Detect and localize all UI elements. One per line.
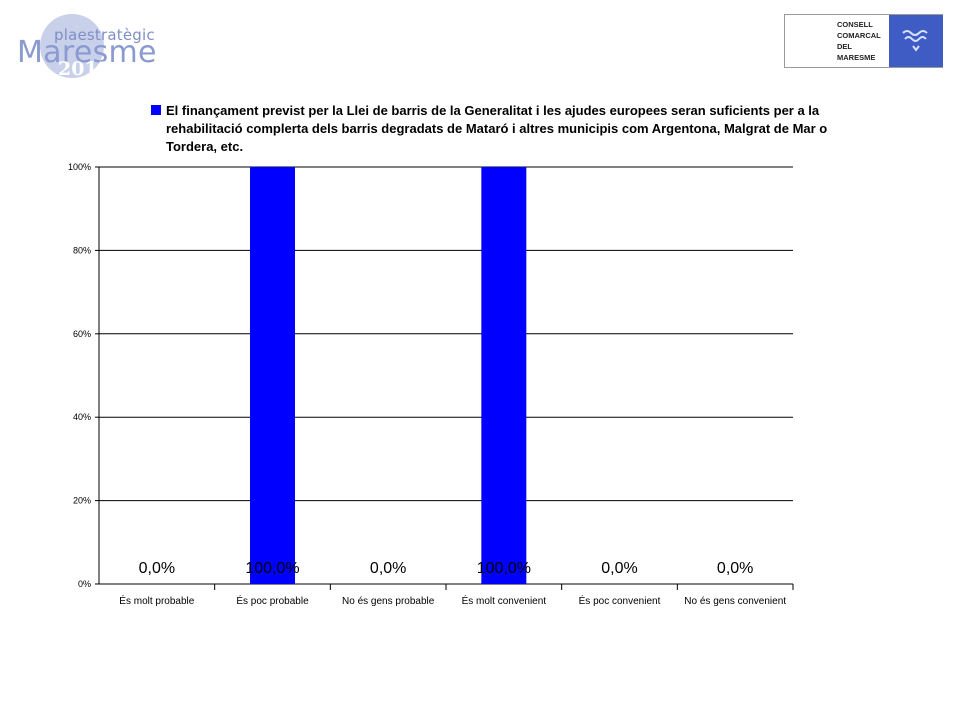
consell-comarcal-logo: CONSELL COMARCAL DEL MARESME xyxy=(784,14,943,68)
bar xyxy=(481,167,527,584)
legend-swatch xyxy=(151,105,161,115)
y-tick-label: 0% xyxy=(78,579,91,589)
council-line-2: COMARCAL xyxy=(837,31,881,40)
logo-small-text: plaestratègic xyxy=(54,26,155,44)
bar xyxy=(250,167,295,584)
x-tick-label: No és gens convenient xyxy=(684,596,786,607)
y-tick-label: 20% xyxy=(73,496,91,506)
y-tick-label: 100% xyxy=(68,162,91,172)
legend-label: El finançament previst per la Llei de ba… xyxy=(166,103,828,154)
x-tick-label: És molt convenient xyxy=(462,594,547,607)
data-label: 0,0% xyxy=(139,560,175,577)
y-tick-label: 80% xyxy=(73,245,91,255)
council-line-3: DEL xyxy=(837,42,852,51)
x-tick-label: És poc convenient xyxy=(579,594,661,607)
x-tick-label: És molt probable xyxy=(119,594,194,607)
data-label: 0,0% xyxy=(370,560,406,577)
data-label: 0,0% xyxy=(717,560,753,577)
logo-year: 2015 xyxy=(58,58,111,80)
wave-emblem-icon xyxy=(889,15,943,67)
y-tick-label: 60% xyxy=(73,329,91,339)
council-line-1: CONSELL xyxy=(837,20,873,29)
y-tick-label: 40% xyxy=(73,412,91,422)
logo-big-text: Maresme xyxy=(17,35,157,70)
x-tick-label: No és gens probable xyxy=(342,596,435,607)
data-label: 0,0% xyxy=(601,560,637,577)
council-line-4: MARESME xyxy=(837,53,876,62)
council-name: CONSELL COMARCAL DEL MARESME xyxy=(837,19,901,63)
data-label: 100,0% xyxy=(245,560,299,577)
logo-circle xyxy=(40,14,104,78)
data-label: 100,0% xyxy=(477,560,531,577)
x-tick-label: És poc probable xyxy=(236,594,309,607)
plan-estrategic-logo: plaestratègic Maresme 2015 xyxy=(14,10,157,82)
